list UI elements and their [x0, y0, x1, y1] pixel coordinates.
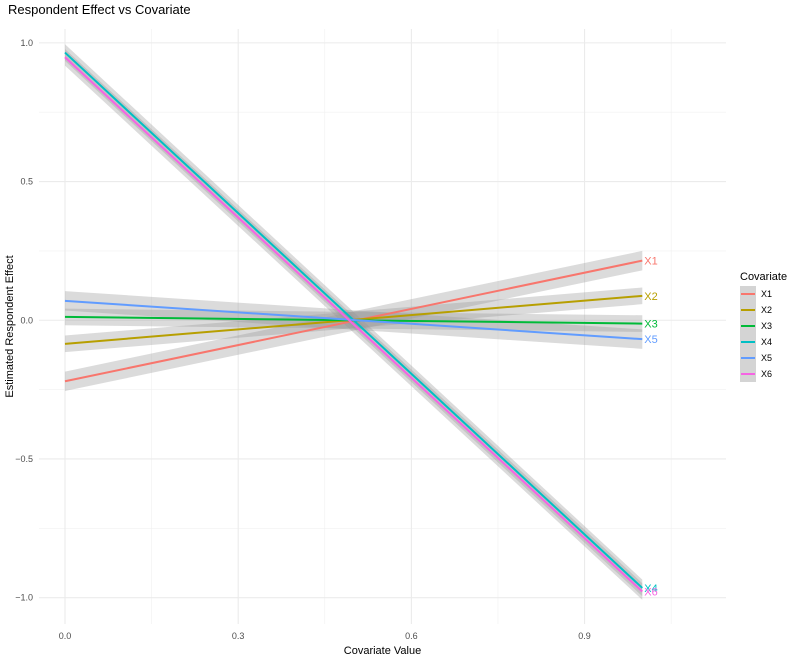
- x-tick-label: 0.0: [59, 631, 72, 641]
- legend-label-x2: X2: [761, 305, 772, 315]
- x-tick-label: 0.9: [578, 631, 591, 641]
- y-axis-title: Estimated Respondent Effect: [4, 255, 16, 397]
- end-label-x1: X1: [644, 256, 657, 268]
- y-tick-label: −1.0: [15, 593, 33, 603]
- series-lines: [64, 51, 643, 593]
- series-line-x6: [64, 56, 643, 593]
- y-tick-label: 0.0: [20, 315, 33, 325]
- end-label-x4: X4: [644, 583, 657, 595]
- end-label-x6: X6: [644, 587, 657, 599]
- end-label-x3: X3: [644, 319, 657, 331]
- x-tick-label: 0.6: [405, 631, 418, 641]
- legend-label-x6: X6: [761, 369, 772, 379]
- legend: Covariate X1 X2 X3 X4 X5 X6: [740, 271, 787, 382]
- series-line-x5: [64, 299, 643, 341]
- chart-title: Respondent Effect vs Covariate: [8, 2, 191, 17]
- y-tick-label: 0.5: [20, 177, 33, 187]
- tick-labels: 0.0 0.3 0.6 0.9 1.0 0.5 0.0 −0.5 −1.0: [15, 38, 591, 641]
- y-tick-label: 1.0: [20, 38, 33, 48]
- y-tick-label: −0.5: [15, 454, 33, 464]
- legend-title: Covariate: [740, 271, 787, 283]
- end-label-x5: X5: [644, 334, 657, 346]
- end-labels: X1 X2 X3 X4 X5 X6: [644, 256, 657, 599]
- legend-label-x5: X5: [761, 353, 772, 363]
- legend-label-x4: X4: [761, 337, 772, 347]
- end-label-x2: X2: [644, 291, 657, 303]
- x-tick-label: 0.3: [232, 631, 245, 641]
- legend-label-x1: X1: [761, 289, 772, 299]
- legend-label-x3: X3: [761, 321, 772, 331]
- x-axis-title: Covariate Value: [344, 645, 421, 657]
